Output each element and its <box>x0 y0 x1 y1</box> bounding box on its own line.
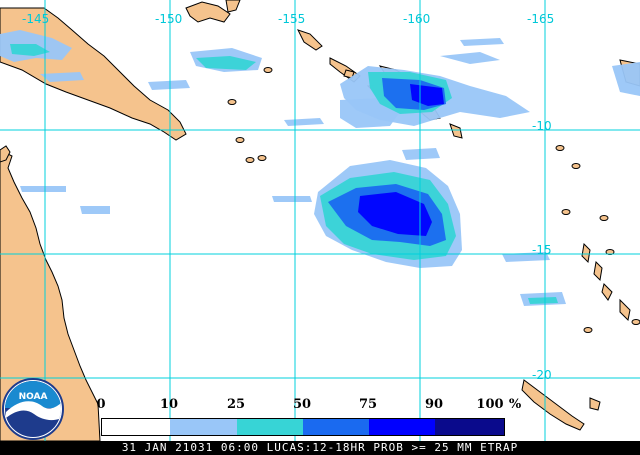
new-britain <box>185 1 231 23</box>
lon-label: -160 <box>403 12 431 26</box>
legend-swatch-10-25 <box>170 419 237 435</box>
legend-tick: 50 <box>292 397 312 412</box>
noaa-logo-text: NOAA <box>19 392 48 402</box>
precip-coral-2 <box>20 186 66 192</box>
legend-swatch-25-50 <box>237 419 303 435</box>
islet <box>571 163 581 169</box>
precip-png-2 <box>10 44 50 56</box>
islet <box>245 157 255 163</box>
legend-tick: 100 <box>476 397 504 412</box>
precip-north-4 <box>460 38 504 46</box>
precip-png-3 <box>40 72 84 82</box>
legend-tick: 10 <box>159 397 179 412</box>
lon-label: -155 <box>278 12 306 26</box>
islet <box>227 99 237 105</box>
islet <box>631 319 640 325</box>
legend-tick: 90 <box>424 397 444 412</box>
loyalty-islands <box>589 397 601 411</box>
lon-label: -150 <box>155 12 183 26</box>
lat-label: -20 <box>532 368 552 382</box>
cape-york <box>0 145 11 163</box>
vanuatu-3 <box>601 283 613 301</box>
islet <box>583 327 593 333</box>
noaa-logo: NOAA <box>2 378 64 440</box>
solomon-small-2 <box>449 123 463 139</box>
vanuatu-4 <box>619 298 631 322</box>
vanuatu-2 <box>593 260 603 282</box>
precip-solomon-dark <box>410 84 444 106</box>
legend-unit: % <box>508 397 522 412</box>
new-guinea <box>0 7 187 141</box>
islet <box>263 67 273 73</box>
lat-lon-grid <box>0 0 640 441</box>
precip-probability-shading <box>0 30 640 306</box>
legend-swatch-0-10 <box>102 419 170 435</box>
lon-label: -145 <box>22 12 50 26</box>
islet <box>257 155 267 161</box>
legend-swatch-50-75 <box>303 419 369 435</box>
new-ireland <box>225 0 241 13</box>
precip-strip <box>284 118 324 126</box>
probability-map <box>0 0 640 441</box>
lat-label: -10 <box>532 119 552 133</box>
islet <box>561 209 571 215</box>
color-legend: 0 10 25 50 75 90 100 % <box>96 397 522 437</box>
islet <box>235 137 245 143</box>
precip-coral-sea <box>148 80 190 90</box>
precip-strip-3 <box>272 196 312 202</box>
legend-tick: 75 <box>358 397 378 412</box>
map-caption: 31 JAN 21031 06:00 LUCAS:12-18HR PROB >=… <box>0 441 640 455</box>
legend-tick: 0 <box>96 397 106 412</box>
legend-swatch-90-100 <box>435 419 504 435</box>
islet <box>555 145 565 151</box>
precip-north-3 <box>440 52 500 64</box>
precip-strip-6 <box>612 62 640 96</box>
new-caledonia <box>521 379 585 431</box>
precip-coral-3 <box>80 206 110 214</box>
legend-swatch-75-90 <box>369 419 435 435</box>
precip-strip-5b <box>528 297 558 304</box>
lat-label: -15 <box>532 243 552 257</box>
legend-color-bar <box>101 418 505 436</box>
australia <box>0 149 101 441</box>
precip-strip-2 <box>402 148 440 160</box>
islet <box>599 215 609 221</box>
precip-main-dark <box>358 192 432 236</box>
legend-tick: 25 <box>226 397 246 412</box>
lon-label: -165 <box>527 12 555 26</box>
precip-north-cyan <box>196 56 256 70</box>
bougainville <box>297 29 323 51</box>
vanuatu-1 <box>581 242 591 264</box>
